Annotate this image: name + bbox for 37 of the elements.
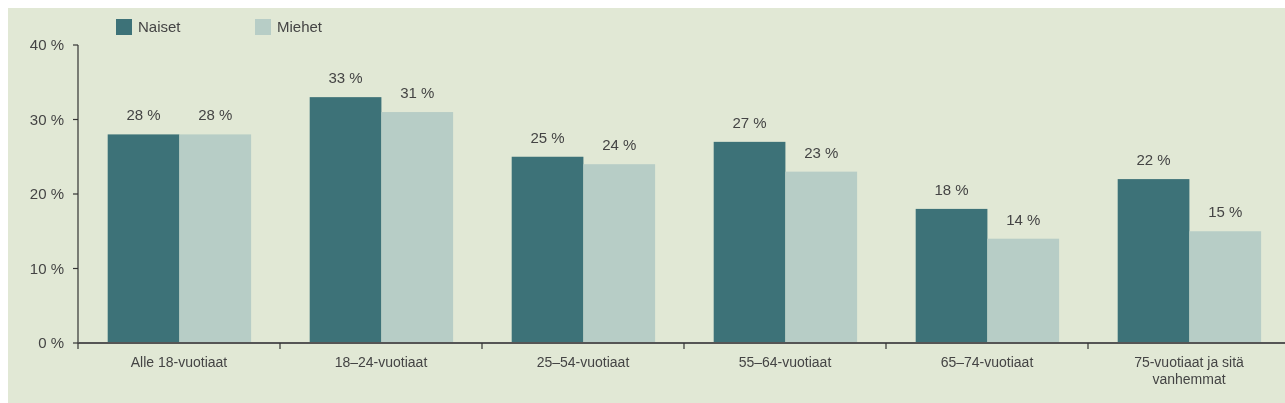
- text: 28 %: [198, 106, 233, 124]
- legend-label: Naiset: [138, 18, 182, 36]
- text: 22 %: [1136, 151, 1171, 169]
- text: 25 %: [530, 128, 565, 146]
- y-tick-label: 0 %: [38, 334, 64, 352]
- bar: [583, 164, 656, 343]
- bar: [1189, 231, 1262, 343]
- bar: [381, 112, 454, 343]
- y-tick-label: 30 %: [29, 110, 64, 128]
- text: 15 %: [1208, 203, 1243, 221]
- x-tick-label: Alle 18-vuotiaat: [130, 354, 228, 370]
- text: 28 %: [126, 106, 161, 124]
- y-tick-label: 20 %: [29, 185, 64, 203]
- text: 33 %: [328, 69, 363, 87]
- text: 24 %: [602, 136, 637, 154]
- x-tick-label: 65–74-vuotiaat: [940, 354, 1034, 370]
- y-tick-label: 40 %: [29, 36, 64, 54]
- x-tick-label: 55–64-vuotiaat: [738, 354, 832, 370]
- text: 31 %: [400, 84, 435, 102]
- legend-label: Miehet: [277, 18, 323, 36]
- text: 18 %: [934, 180, 969, 198]
- bar: [107, 134, 180, 343]
- bar: [511, 156, 584, 343]
- bar: [785, 171, 858, 343]
- bar: [1117, 179, 1190, 343]
- x-tick-label: 75-vuotiaat ja sitä vanhemmat: [1134, 354, 1245, 387]
- text: 14 %: [1006, 210, 1041, 228]
- x-tick-label: 25–54-vuotiaat: [536, 354, 630, 370]
- bar: [987, 238, 1060, 343]
- bar: [179, 134, 252, 343]
- bar: [309, 97, 382, 343]
- text: 27 %: [732, 113, 767, 131]
- bar: [713, 141, 786, 343]
- text: 23 %: [804, 143, 839, 161]
- x-tick-label: 18–24-vuotiaat: [334, 354, 428, 370]
- bar: [915, 208, 988, 343]
- y-tick-label: 10 %: [29, 259, 64, 277]
